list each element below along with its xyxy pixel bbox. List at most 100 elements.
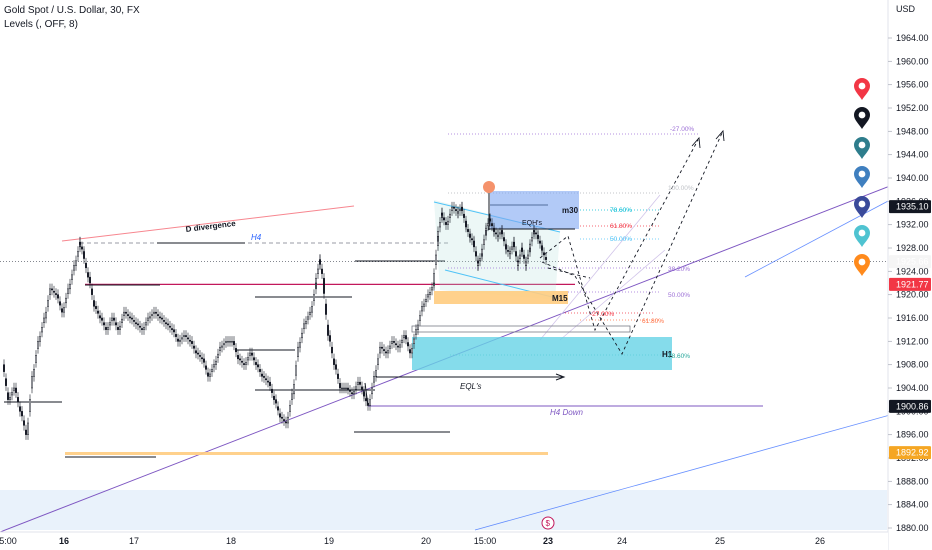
time-tick-label: 25 <box>715 536 725 546</box>
candle-body <box>175 334 177 337</box>
candle-body <box>505 247 507 250</box>
candle-body <box>493 230 495 232</box>
m15-zone[interactable] <box>434 291 568 304</box>
candle-body <box>45 311 47 319</box>
price-tick-label: 1928.00 <box>896 243 929 253</box>
candle-body <box>229 341 231 343</box>
swing-high-marker[interactable] <box>483 181 495 193</box>
candle-body <box>5 378 7 386</box>
candle-body <box>201 357 203 360</box>
candle-body <box>523 254 525 259</box>
price-tick-label: 1912.00 <box>896 336 929 346</box>
pin-black-icon[interactable] <box>854 107 870 129</box>
time-tick-label: 5:00 <box>0 536 17 546</box>
candle-body <box>385 351 387 354</box>
candle-body <box>435 254 437 265</box>
candle-body <box>43 317 45 323</box>
outline-box[interactable] <box>411 325 631 333</box>
candle-body <box>441 212 443 216</box>
candle-body <box>501 230 503 235</box>
candle-body <box>177 338 179 342</box>
chart-symbol-title[interactable]: Gold Spot / U.S. Dollar, 30, FX <box>4 5 140 16</box>
time-tick-label: 24 <box>617 536 627 546</box>
candle-body <box>427 294 429 298</box>
candle-body <box>541 247 543 251</box>
candle-body <box>449 213 451 218</box>
candle-body <box>539 240 541 244</box>
candle-body <box>307 316 309 320</box>
m15-label: M15 <box>552 294 568 303</box>
candle-body <box>117 327 119 330</box>
dividends-icon[interactable] <box>541 516 555 530</box>
currency-label: USD <box>896 4 916 14</box>
candle-body <box>33 369 35 377</box>
candle-body <box>507 250 509 252</box>
pin-red-icon[interactable] <box>854 78 870 100</box>
candle-body <box>111 317 113 321</box>
candle-body <box>145 322 147 326</box>
time-tick-label: 18 <box>226 536 236 546</box>
pin-navy-icon[interactable] <box>854 196 870 218</box>
candle-body <box>127 314 129 316</box>
candle-body <box>23 420 25 426</box>
candle-body <box>431 287 433 291</box>
h1-zone[interactable] <box>412 337 672 370</box>
pin-teal-icon[interactable] <box>854 137 870 159</box>
candle-body <box>131 317 133 320</box>
candle-body <box>187 337 189 340</box>
projection-path-3[interactable] <box>547 267 591 279</box>
candle-body <box>381 346 383 349</box>
candle-body <box>323 282 325 294</box>
candle-body <box>309 311 311 315</box>
projection-path-1[interactable] <box>539 139 699 332</box>
price-badge[interactable] <box>889 277 931 291</box>
candle-body <box>207 372 209 377</box>
candle-body <box>455 209 457 211</box>
pin-cyan-icon[interactable] <box>854 225 870 247</box>
projection-arrowhead <box>691 136 701 149</box>
price-badge[interactable] <box>889 255 931 269</box>
candle-body <box>313 294 315 301</box>
candle-body <box>447 220 449 225</box>
candle-body <box>255 362 257 365</box>
m30-zone[interactable] <box>490 191 579 229</box>
candle-body <box>423 303 425 307</box>
eqls-arrowhead <box>555 373 566 381</box>
price-badge[interactable] <box>889 200 931 214</box>
price-badge[interactable] <box>889 399 931 413</box>
candle-body <box>173 329 175 333</box>
candle-body <box>463 213 465 218</box>
candle-body <box>69 283 71 290</box>
pin-orange-icon[interactable] <box>854 254 870 276</box>
drawing-favorites <box>854 78 870 276</box>
candle-body <box>517 261 519 266</box>
candle-body <box>115 322 117 326</box>
time-tick-label: 15:00 <box>474 536 497 546</box>
price-tick-label: 1924.00 <box>896 266 929 276</box>
pin-blue-icon[interactable] <box>854 166 870 188</box>
candle-body <box>351 392 353 395</box>
candle-body <box>63 307 65 313</box>
divergence-line[interactable] <box>61 205 355 242</box>
price-tick-label: 1952.00 <box>896 103 929 113</box>
candle-body <box>139 325 141 328</box>
candle-body <box>375 370 377 377</box>
candle-body <box>445 222 447 225</box>
price-badge-label: 1921.77 <box>896 279 929 289</box>
candle-body <box>545 257 547 260</box>
indicator-legend[interactable]: Levels (, OFF, 8) <box>4 19 78 30</box>
projection-path-2[interactable] <box>541 132 723 355</box>
candle-body <box>243 363 245 365</box>
candle-body <box>451 206 453 211</box>
candle-body <box>415 329 417 335</box>
candle-body <box>119 325 121 330</box>
trendline-blue-bottom[interactable] <box>474 414 891 531</box>
candle-body <box>135 322 137 325</box>
orange-level-zone[interactable] <box>65 452 548 455</box>
candle-body <box>389 345 391 349</box>
fib-level-label: 61.80% <box>642 318 664 325</box>
trendline-blue-right[interactable] <box>744 199 891 278</box>
price-tick-label: 1884.00 <box>896 500 929 510</box>
price-badge[interactable] <box>889 446 931 460</box>
